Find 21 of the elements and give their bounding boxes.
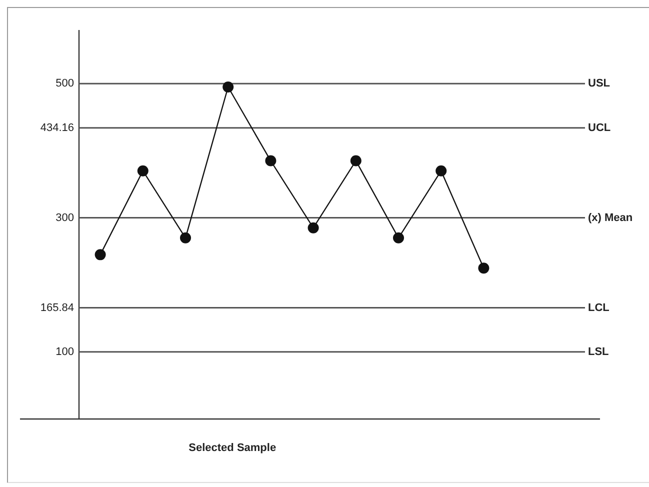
ref-line-label: USL	[588, 78, 610, 90]
point	[393, 232, 404, 244]
y-tick-label: 100	[56, 346, 74, 358]
point	[436, 165, 447, 176]
y-tick-label: 500	[56, 78, 74, 90]
ref-line-label: (x) Mean	[588, 212, 633, 224]
ref-line-label: LSL	[588, 346, 610, 358]
ref-line-label: LCL	[588, 302, 610, 314]
x-axis-title: Selected Sample	[188, 442, 276, 454]
y-tick-label: 300	[56, 212, 74, 224]
y-tick-label: 434.16	[40, 122, 74, 134]
point	[478, 262, 490, 274]
point	[137, 165, 148, 176]
y-tick-label: 165.84	[40, 302, 74, 314]
point	[94, 249, 106, 260]
point	[350, 155, 362, 166]
point	[308, 222, 319, 234]
point	[265, 155, 276, 166]
ref-line-label: UCL	[588, 122, 611, 134]
point	[180, 232, 191, 244]
point	[222, 82, 234, 93]
